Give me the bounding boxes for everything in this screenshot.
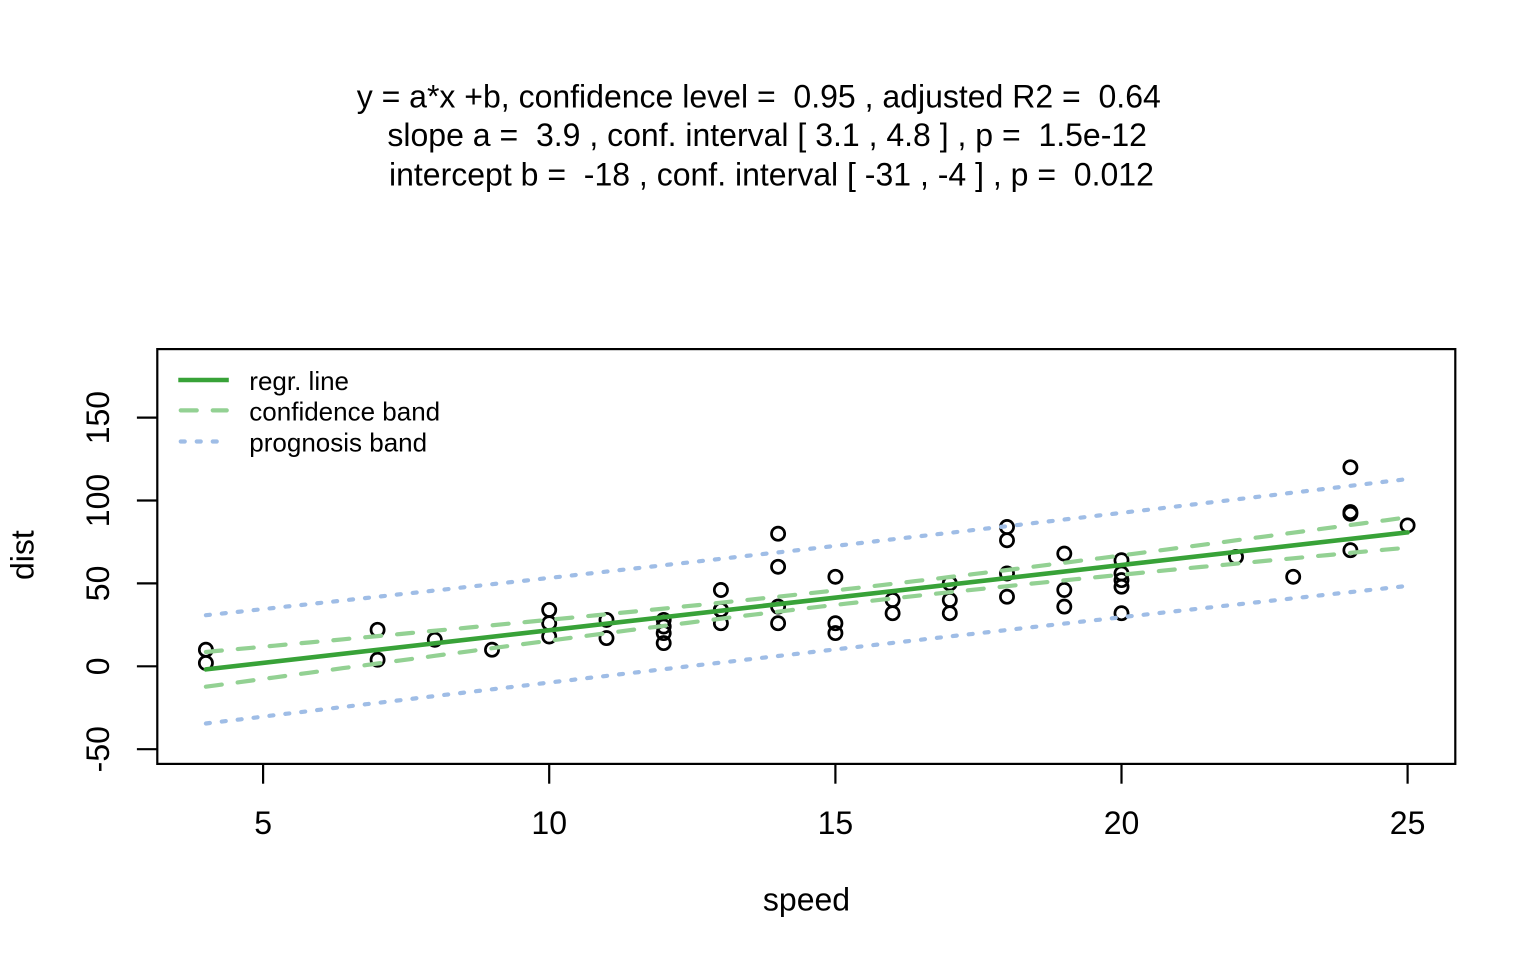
svg-text:15: 15 [818, 805, 854, 841]
svg-text:prognosis band: prognosis band [249, 427, 427, 457]
svg-text:5: 5 [254, 805, 272, 841]
svg-text:0: 0 [80, 657, 116, 675]
svg-text:25: 25 [1390, 805, 1426, 841]
svg-text:10: 10 [531, 805, 567, 841]
svg-text:100: 100 [80, 474, 116, 527]
svg-text:dist: dist [5, 530, 41, 580]
svg-text:-50: -50 [80, 726, 116, 772]
svg-text:speed: speed [763, 881, 850, 917]
svg-text:50: 50 [80, 566, 116, 602]
svg-text:regr. line: regr. line [249, 366, 349, 396]
svg-text:confidence band: confidence band [249, 397, 440, 427]
svg-text:150: 150 [80, 391, 116, 444]
svg-text:y = a*x +b, confidence level =: y = a*x +b, confidence level = 0.95 , ad… [357, 79, 1161, 115]
svg-text:20: 20 [1104, 805, 1140, 841]
svg-text:slope a = 3.9 , conf. interva: slope a = 3.9 , conf. interval [ 3.1 , 4… [387, 117, 1147, 153]
svg-text:intercept b = -18 , conf. int: intercept b = -18 , conf. interval [ -31… [389, 156, 1154, 192]
